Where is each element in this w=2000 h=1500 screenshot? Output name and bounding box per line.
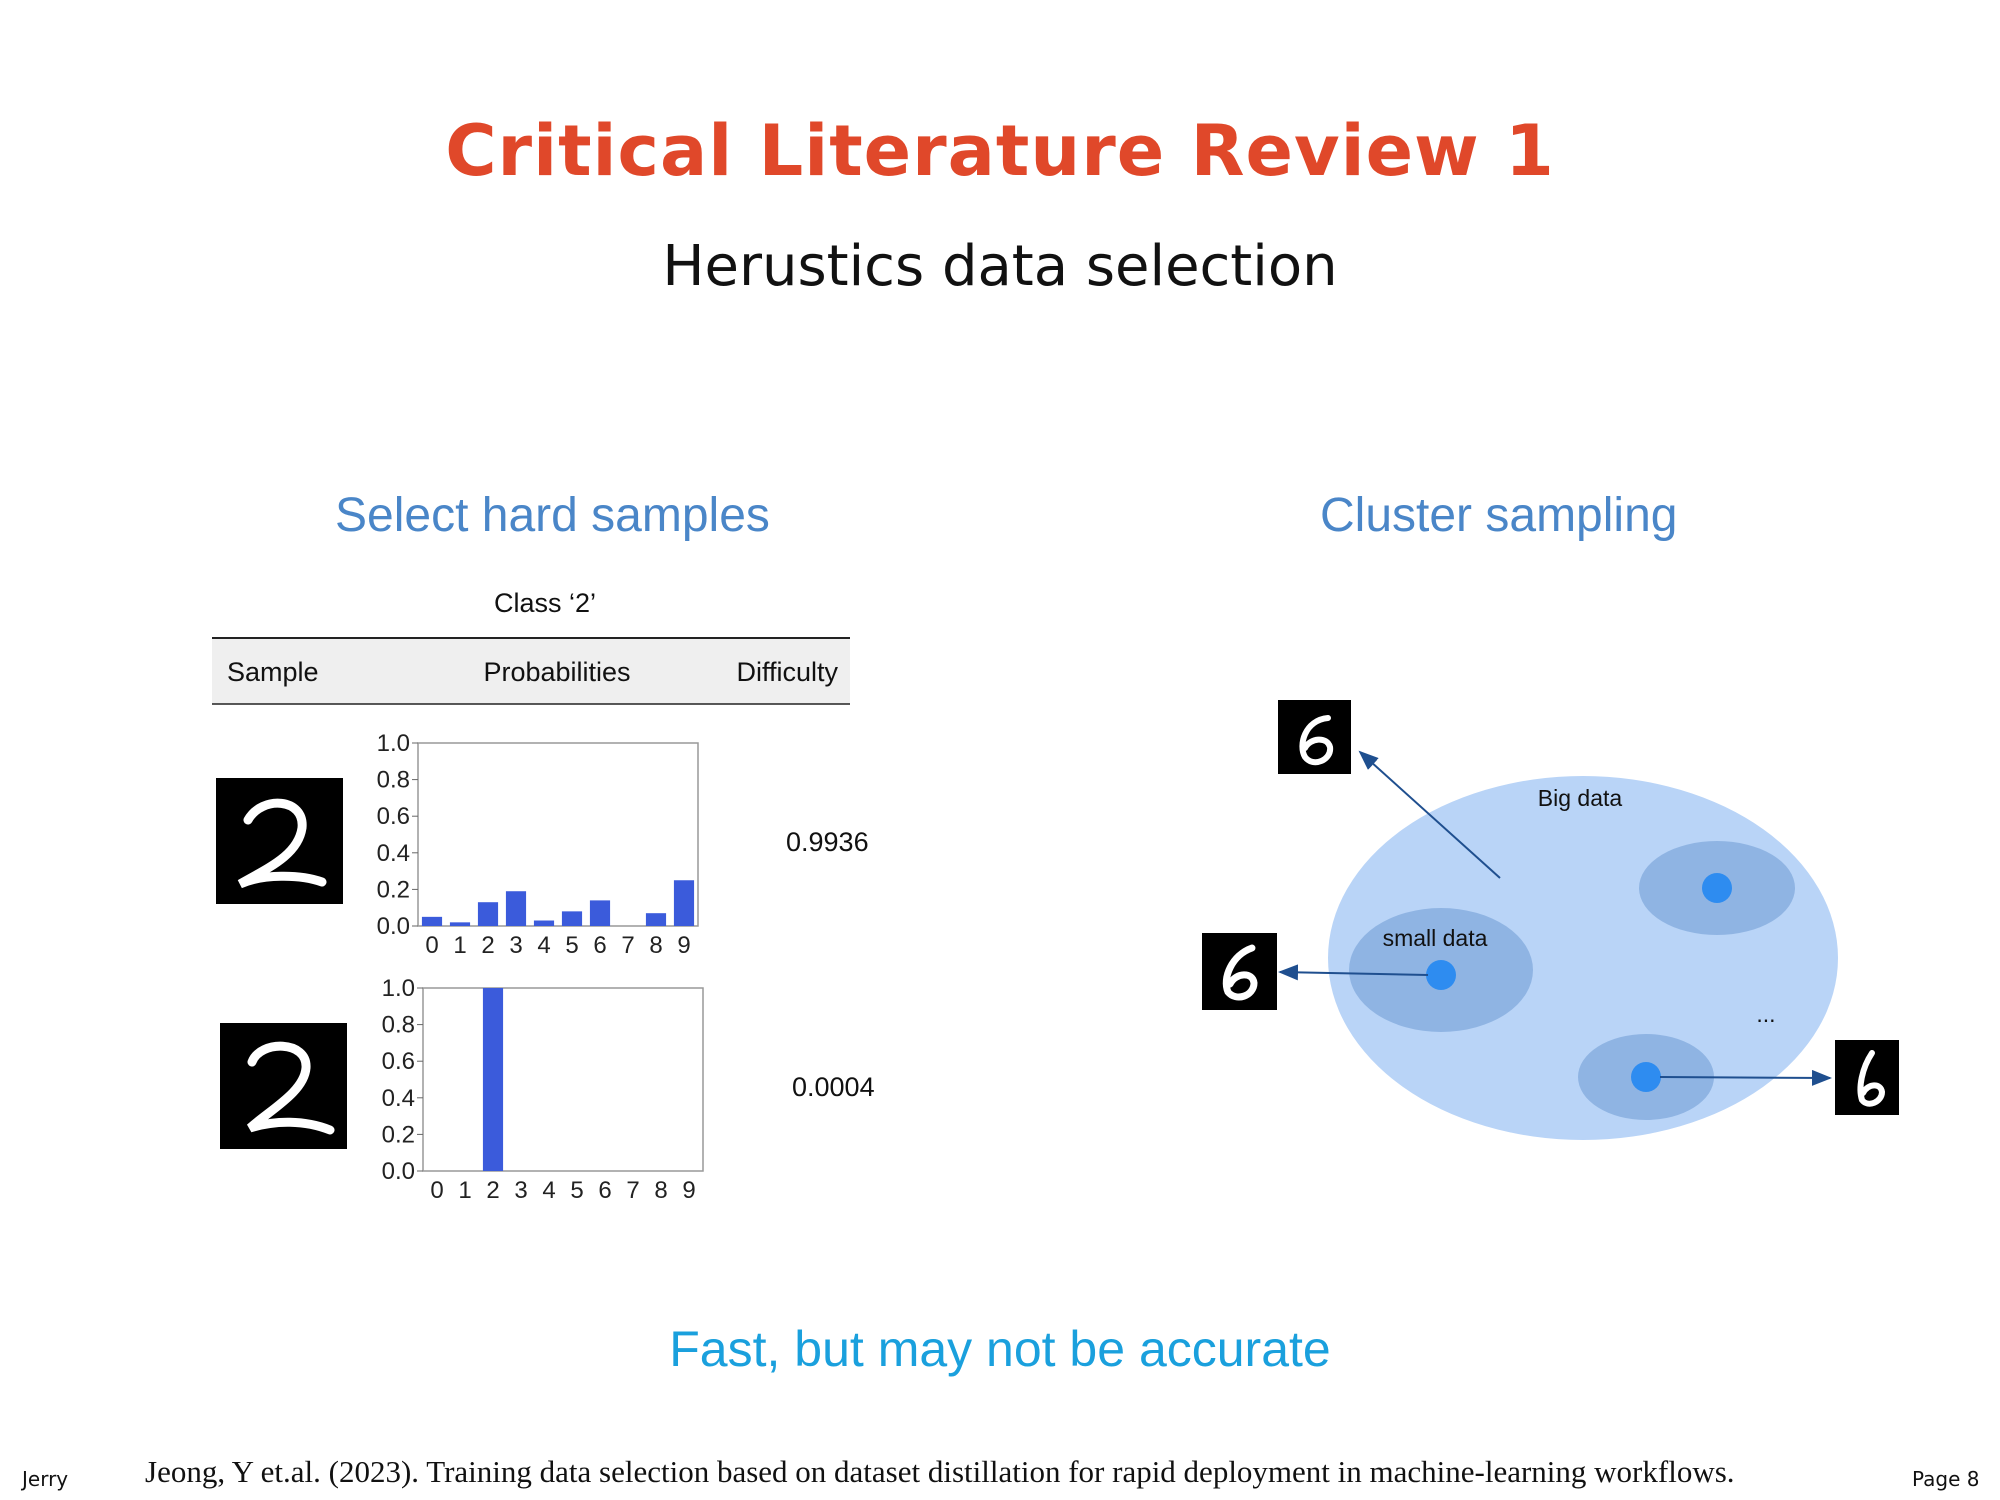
chart-1-xtick-label: 9 bbox=[677, 932, 690, 959]
arrow-to-top-sample bbox=[1358, 750, 1501, 879]
chart-2-bar-2 bbox=[482, 988, 504, 1171]
conclusion-text: Fast, but may not be accurate bbox=[669, 1321, 1331, 1377]
centroid-top-right bbox=[1702, 873, 1732, 903]
chart-2-ytick-label: 1.0 bbox=[382, 975, 415, 1002]
chart-2-ytick-label: 0.4 bbox=[382, 1085, 415, 1112]
chart-1-ytick-label: 0.4 bbox=[377, 840, 410, 867]
difficulty-value-1: 0.9936 bbox=[786, 827, 869, 857]
chart-1-ytick-label: 0.0 bbox=[377, 913, 410, 940]
chart-2-xtick-label: 5 bbox=[570, 1177, 583, 1204]
chart-1-xtick-label: 3 bbox=[509, 932, 522, 959]
chart-2-xtick-label: 0 bbox=[430, 1177, 443, 1204]
chart-1-frame bbox=[417, 742, 699, 927]
chart-1-ytick-label: 0.6 bbox=[377, 803, 410, 830]
page-number: Page 8 bbox=[1912, 1467, 1980, 1491]
difficulty-value-2: 0.0004 bbox=[792, 1072, 875, 1102]
chart-2-ytick-label: 0.8 bbox=[382, 1012, 415, 1039]
chart-2-xtick-label: 3 bbox=[514, 1177, 527, 1204]
table-caption: Class ‘2’ bbox=[494, 588, 596, 618]
chart-2-xtick-label: 4 bbox=[542, 1177, 555, 1204]
chart-1-bar-6 bbox=[589, 900, 611, 926]
chart-1-xtick-label: 6 bbox=[593, 932, 606, 959]
chart-1-ytick-label: 1.0 bbox=[377, 730, 410, 757]
arrow-to-right-sample bbox=[1659, 1069, 1832, 1086]
right-heading: Cluster sampling bbox=[1320, 489, 1678, 542]
chart-2-ytick-label: 0.0 bbox=[382, 1158, 415, 1185]
header-difficulty: Difficulty bbox=[736, 657, 838, 687]
chart-1-bar-1 bbox=[449, 922, 471, 926]
selected-sample-top bbox=[1278, 700, 1351, 774]
left-heading: Select hard samples bbox=[335, 489, 770, 542]
chart-2-xtick-label: 1 bbox=[458, 1177, 471, 1204]
centroid-bottom bbox=[1631, 1062, 1661, 1092]
chart-1-xtick-label: 4 bbox=[537, 932, 550, 959]
chart-1-bar-3 bbox=[505, 891, 527, 926]
sample-image-2 bbox=[220, 1023, 347, 1149]
hard-samples-figure: Class ‘2’ Sample Probabilities Difficult… bbox=[212, 588, 875, 1204]
chart-1-bar-2 bbox=[477, 902, 499, 926]
chart-2-frame bbox=[422, 987, 704, 1172]
header-probabilities: Probabilities bbox=[483, 657, 630, 687]
chart-1-bar-4 bbox=[533, 920, 555, 926]
chart-1-xtick-label: 8 bbox=[649, 932, 662, 959]
chart-1-xtick-label: 0 bbox=[425, 932, 438, 959]
sample-image-1 bbox=[216, 778, 343, 904]
cluster-sampling-figure: Big data small data ... bbox=[1202, 700, 1899, 1140]
slide-subtitle: Herustics data selection bbox=[662, 234, 1338, 299]
chart-1-bar-0 bbox=[421, 916, 443, 926]
big-data-label: Big data bbox=[1538, 785, 1623, 811]
slide-title: Critical Literature Review 1 bbox=[445, 110, 1555, 192]
author-name: Jerry bbox=[22, 1467, 69, 1491]
arrow-to-left-sample bbox=[1278, 964, 1429, 981]
selected-sample-left bbox=[1202, 933, 1277, 1010]
chart-2-xtick-label: 7 bbox=[626, 1177, 639, 1204]
chart-1-xtick-label: 5 bbox=[565, 932, 578, 959]
chart-2-xtick-label: 8 bbox=[654, 1177, 667, 1204]
header-sample: Sample bbox=[227, 657, 319, 687]
chart-2-ytick-label: 0.2 bbox=[382, 1121, 415, 1148]
small-data-label: small data bbox=[1383, 925, 1488, 951]
chart-1-xtick-label: 1 bbox=[453, 932, 466, 959]
more-clusters-ellipsis: ... bbox=[1756, 1001, 1775, 1027]
citation: Jeong, Y et.al. (2023). Training data se… bbox=[145, 1454, 1735, 1489]
chart-1-ytick-label: 0.2 bbox=[377, 876, 410, 903]
chart-1-bar-8 bbox=[645, 913, 667, 926]
chart-1-bar-5 bbox=[561, 911, 583, 926]
probability-chart-2: 0.0 0.2 0.4 0.6 0.8 1.0 0 1 2 3 4 5 6 7 8 9 bbox=[382, 975, 704, 1204]
chart-2-xtick-label: 6 bbox=[598, 1177, 611, 1204]
table-header-bg bbox=[212, 638, 850, 704]
chart-2-xtick-label: 9 bbox=[682, 1177, 695, 1204]
selected-sample-right bbox=[1835, 1040, 1899, 1115]
chart-2-xtick-label: 2 bbox=[486, 1177, 499, 1204]
probability-chart-1: 0.0 0.2 0.4 0.6 0.8 1.0 0 1 2 3 4 5 6 7 8 9 bbox=[377, 730, 699, 959]
chart-1-xtick-label: 7 bbox=[621, 932, 634, 959]
centroid-small-data bbox=[1426, 960, 1456, 990]
chart-1-xtick-label: 2 bbox=[481, 932, 494, 959]
chart-2-ytick-label: 0.6 bbox=[382, 1048, 415, 1075]
chart-1-bar-9 bbox=[673, 880, 695, 926]
chart-1-ytick-label: 0.8 bbox=[377, 767, 410, 794]
